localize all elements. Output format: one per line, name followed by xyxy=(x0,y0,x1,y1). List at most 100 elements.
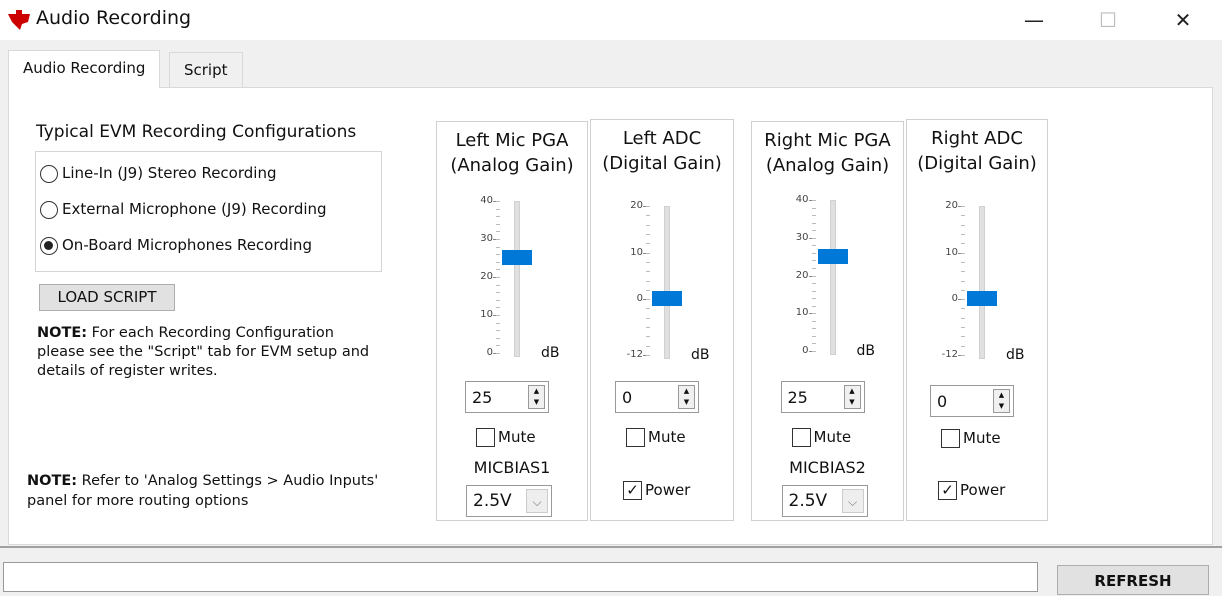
checkbox-icon xyxy=(791,428,811,447)
refresh-button[interactable]: REFRESH xyxy=(1057,565,1209,595)
micbias-select[interactable]: 2.5V ⌵ xyxy=(781,485,868,517)
note-text: For each Recording Configuration please … xyxy=(37,325,370,379)
window-title: Audio Recording xyxy=(36,7,192,29)
power-checkbox[interactable]: ✓ Power xyxy=(623,481,690,500)
tick-label: 40 xyxy=(795,194,809,205)
maximize-button[interactable]: ☐ xyxy=(1099,8,1117,32)
note-text: Refer to 'Analog Settings > Audio Inputs… xyxy=(27,473,379,509)
title-line: (Analog Gain) xyxy=(450,155,574,176)
status-textbox[interactable] xyxy=(3,562,1038,592)
spin-arrows-icon[interactable]: ▲ ▼ xyxy=(678,385,695,409)
minor-tick xyxy=(496,299,500,301)
tick-label: -12 xyxy=(941,349,958,360)
slider-thumb[interactable] xyxy=(652,291,682,307)
minor-tick xyxy=(811,351,816,352)
mute-checkbox[interactable]: Mute xyxy=(476,428,536,447)
minor-tick xyxy=(646,224,650,226)
radio-onboard-mic[interactable]: On-Board Microphones Recording xyxy=(40,236,312,255)
minimize-button[interactable]: — xyxy=(1024,8,1044,32)
tab-audio-recording[interactable]: Audio Recording xyxy=(8,50,161,88)
tick-label: 30 xyxy=(795,231,809,243)
minor-tick xyxy=(646,206,650,207)
minor-tick xyxy=(646,308,650,310)
minor-tick xyxy=(961,327,965,329)
chevron-down-icon[interactable]: ⌵ xyxy=(526,489,548,513)
minor-tick xyxy=(496,277,500,278)
minor-tick xyxy=(811,230,816,232)
tick-label: 40 xyxy=(480,195,493,206)
gain-spinbox[interactable]: 25 ▲ ▼ xyxy=(465,381,549,413)
tab-script[interactable]: Script xyxy=(169,52,243,88)
mute-checkbox[interactable]: Mute xyxy=(941,429,1001,448)
tick-label: 10 xyxy=(630,246,643,258)
close-button[interactable]: ✕ xyxy=(1174,8,1192,32)
gain-spinbox[interactable]: 25 ▲ ▼ xyxy=(780,381,865,413)
checkbox-icon xyxy=(626,428,645,447)
minor-tick xyxy=(496,254,500,256)
slider-track[interactable] xyxy=(979,206,985,359)
minor-tick xyxy=(811,245,816,247)
configs-title: Typical EVM Recording Configurations xyxy=(36,122,357,142)
slider-track[interactable] xyxy=(664,206,670,359)
radio-icon xyxy=(40,164,58,183)
radio-label: External Microphone (J9) Recording xyxy=(62,200,327,218)
radio-line-in[interactable]: Line-In (J9) Stereo Recording xyxy=(40,164,276,183)
tick-label: 10 xyxy=(945,246,958,258)
gain-spinbox[interactable]: 0 ▲ ▼ xyxy=(930,385,1014,417)
mute-checkbox[interactable]: Mute xyxy=(626,428,686,447)
mute-label: Mute xyxy=(963,429,1001,447)
minor-tick xyxy=(961,252,965,254)
minor-tick xyxy=(811,267,816,269)
spin-arrows-icon[interactable]: ▲ ▼ xyxy=(843,385,861,409)
title-bar: Audio Recording — ☐ ✕ xyxy=(0,0,1222,40)
radio-selected-icon xyxy=(40,236,58,255)
minor-tick xyxy=(496,201,500,202)
spin-arrows-icon[interactable]: ▲ ▼ xyxy=(993,389,1010,413)
spin-value: 0 xyxy=(622,388,633,407)
minor-tick xyxy=(811,305,816,307)
slider-thumb[interactable] xyxy=(967,291,997,307)
spin-value: 0 xyxy=(937,392,948,411)
minor-tick xyxy=(961,336,965,338)
minor-tick xyxy=(646,280,650,282)
minor-tick xyxy=(646,327,650,329)
minor-tick xyxy=(496,231,500,233)
spin-arrows-icon[interactable]: ▲ ▼ xyxy=(528,385,545,409)
tick-label: 30 xyxy=(480,233,493,244)
minor-tick xyxy=(646,271,650,273)
slider-thumb[interactable] xyxy=(502,250,532,265)
title-line: (Digital Gain) xyxy=(917,153,1037,174)
unit-label: dB xyxy=(541,345,560,361)
slider-track[interactable] xyxy=(829,200,836,355)
minor-tick xyxy=(496,246,500,248)
minor-tick xyxy=(496,322,500,324)
minor-tick xyxy=(496,307,500,309)
minor-tick xyxy=(961,308,965,310)
channel-title: Right Mic PGA (Analog Gain) xyxy=(752,128,903,178)
gain-spinbox[interactable]: 0 ▲ ▼ xyxy=(615,381,699,413)
mute-checkbox[interactable]: Mute xyxy=(791,428,851,447)
micbias-value: 2.5V xyxy=(473,491,512,511)
minor-tick xyxy=(496,330,500,332)
title-line: (Digital Gain) xyxy=(602,153,722,174)
minor-tick xyxy=(811,207,816,209)
slider-thumb[interactable] xyxy=(817,248,848,264)
tick-label: -12 xyxy=(626,349,643,360)
tick-label: 20 xyxy=(795,269,809,281)
minor-tick xyxy=(961,206,965,207)
chevron-down-icon[interactable]: ⌵ xyxy=(841,489,864,513)
radio-external-mic[interactable]: External Microphone (J9) Recording xyxy=(40,200,327,219)
micbias-select[interactable]: 2.5V ⌵ xyxy=(466,485,552,517)
slider-track[interactable] xyxy=(514,201,520,357)
unit-label: dB xyxy=(691,347,710,363)
checkbox-icon xyxy=(476,428,495,447)
radio-label: Line-In (J9) Stereo Recording xyxy=(62,164,277,182)
power-checkbox[interactable]: ✓ Power xyxy=(938,481,1005,500)
minor-tick xyxy=(811,215,816,217)
minor-tick xyxy=(811,252,816,254)
note-label: NOTE: xyxy=(27,473,78,489)
load-script-button[interactable]: LOAD SCRIPT xyxy=(39,284,175,311)
mute-label: Mute xyxy=(498,428,536,446)
minor-tick xyxy=(961,317,965,319)
minor-tick xyxy=(811,275,816,277)
